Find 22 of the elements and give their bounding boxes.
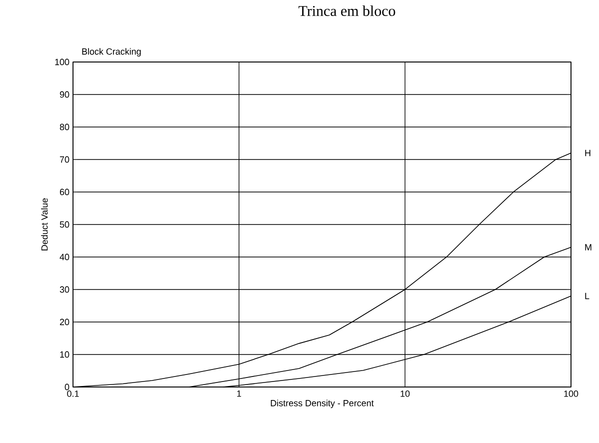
- x-axis-title: Distress Density - Percent: [270, 400, 374, 408]
- series-label: H: [585, 150, 590, 156]
- series-label: M: [585, 244, 592, 250]
- x-tick-label: 0.1: [67, 390, 79, 397]
- y-tick-label: 40: [60, 254, 70, 260]
- y-tick-label: 60: [60, 188, 70, 196]
- y-tick-label: 10: [60, 351, 70, 358]
- y-tick-label: 30: [60, 286, 70, 293]
- x-tick-label: 10: [400, 390, 410, 397]
- y-tick-label: 20: [60, 318, 70, 326]
- chart-subtitle: Block Cracking: [82, 48, 141, 56]
- y-tick-label: 70: [60, 156, 70, 163]
- y-tick-label: 80: [60, 124, 70, 130]
- y-tick-label: 0: [64, 384, 70, 390]
- y-tick-label: 100: [55, 58, 70, 66]
- series-label: L: [585, 292, 590, 300]
- y-tick-label: 50: [60, 221, 70, 228]
- chart-title: Trinca em bloco: [298, 6, 396, 16]
- x-tick-label: 100: [564, 390, 578, 397]
- y-tick-label: 90: [60, 91, 70, 98]
- y-axis-title: Deduct Value: [41, 198, 48, 250]
- x-tick-label: 1: [237, 390, 242, 397]
